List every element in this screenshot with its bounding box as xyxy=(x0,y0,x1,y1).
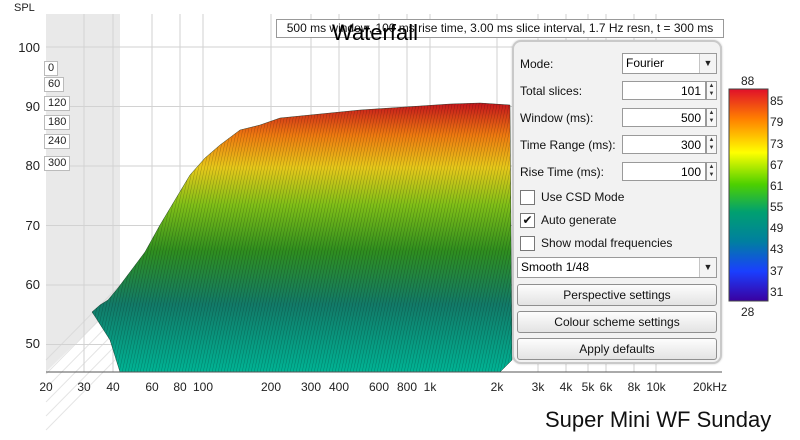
time-range-stepper[interactable]: ▲ ▼ xyxy=(706,135,717,154)
colorbar-tick: 79 xyxy=(770,115,784,129)
window-input[interactable]: 500 xyxy=(622,108,706,127)
x-tick: 60 xyxy=(145,380,159,394)
x-tick: 300 xyxy=(300,380,322,394)
mode-value: Fourier xyxy=(626,56,665,70)
x-tick: 80 xyxy=(173,380,187,394)
graph-title: Waterfall xyxy=(332,20,418,45)
mode-select[interactable]: Fourier ▼ xyxy=(622,53,717,74)
x-tick: 200 xyxy=(260,380,282,394)
colorbar-tick: 49 xyxy=(770,221,784,235)
y-tick: 50 xyxy=(25,336,40,351)
y-tick: 80 xyxy=(25,158,40,173)
y-tick: 100 xyxy=(18,40,40,55)
colorbar-tick: 85 xyxy=(770,94,784,108)
window-stepper[interactable]: ▲ ▼ xyxy=(706,108,717,127)
y-tick: 70 xyxy=(25,218,40,233)
x-tick: 400 xyxy=(328,380,350,394)
chevron-down-icon[interactable]: ▼ xyxy=(699,258,716,277)
x-tick: 10k xyxy=(646,380,666,394)
time-label: 180 xyxy=(44,115,71,130)
window-label: Window (ms): xyxy=(520,111,594,125)
slices-stepper[interactable]: ▲ ▼ xyxy=(706,81,717,100)
colorbar-tick: 55 xyxy=(770,200,784,214)
auto-generate-checkbox[interactable]: ✔ Auto generate xyxy=(520,212,617,229)
smoothing-value: Smooth 1/48 xyxy=(521,260,590,274)
rise-time-stepper[interactable]: ▲ ▼ xyxy=(706,162,717,181)
waterfall-ridges xyxy=(92,103,512,372)
x-tick: 6k xyxy=(599,380,613,394)
checkbox-box[interactable] xyxy=(520,190,535,206)
rise-time-label: Rise Time (ms): xyxy=(520,165,604,179)
x-tick: 3k xyxy=(531,380,545,394)
chevron-down-icon[interactable]: ▼ xyxy=(699,54,716,73)
x-tick: 2k xyxy=(490,380,504,394)
time-range-input[interactable]: 300 xyxy=(622,135,706,154)
time-label: 120 xyxy=(44,96,71,111)
x-tick: 100 xyxy=(192,380,214,394)
perspective-settings-button[interactable]: Perspective settings xyxy=(517,284,717,306)
x-tick: 5k xyxy=(581,380,595,394)
checkbox-box[interactable] xyxy=(520,236,535,252)
colorbar-tick: 73 xyxy=(770,137,784,151)
slices-input[interactable]: 101 xyxy=(622,81,706,100)
x-tick: 20 xyxy=(39,380,53,394)
waterfall-settings-panel: Mode: Fourier ▼ Total slices: 101 ▲ ▼ Win… xyxy=(512,40,722,364)
colorbar-tick: 31 xyxy=(770,285,784,299)
colorbar xyxy=(728,88,769,302)
colour-scheme-settings-button[interactable]: Colour scheme settings xyxy=(517,311,717,333)
measurement-name: Super Mini WF Sunday xyxy=(545,407,772,432)
y-axis-title: SPL xyxy=(14,2,35,14)
colorbar-tick: 37 xyxy=(770,264,784,278)
colorbar-tick: 67 xyxy=(770,158,784,172)
apply-defaults-button[interactable]: Apply defaults xyxy=(517,338,717,360)
smoothing-select[interactable]: Smooth 1/48 ▼ xyxy=(517,257,717,278)
slices-label: Total slices: xyxy=(520,84,583,98)
x-tick: 600 xyxy=(368,380,390,394)
time-range-label: Time Range (ms): xyxy=(520,138,616,152)
waterfall-info-banner: 500 ms window, 100 ms rise time, 3.00 ms… xyxy=(276,19,724,38)
x-tick: 1k xyxy=(423,380,437,394)
time-label: 60 xyxy=(44,77,65,92)
time-label: 240 xyxy=(44,134,71,149)
mode-label: Mode: xyxy=(520,57,554,71)
x-tick: 800 xyxy=(396,380,418,394)
colorbar-min-label: 28 xyxy=(741,305,755,319)
y-tick: 90 xyxy=(25,99,40,114)
time-label: 300 xyxy=(44,156,71,171)
csd-mode-label: Use CSD Mode xyxy=(541,190,625,204)
y-tick: 60 xyxy=(25,277,40,292)
x-tick: 4k xyxy=(559,380,573,394)
auto-generate-label: Auto generate xyxy=(541,213,617,227)
x-tick: 30 xyxy=(77,380,91,394)
modal-frequencies-checkbox[interactable]: Show modal frequencies xyxy=(520,235,673,252)
x-tick: 40 xyxy=(106,380,120,394)
x-tick: 8k xyxy=(627,380,641,394)
rise-time-input[interactable]: 100 xyxy=(622,162,706,181)
x-tick: 20kHz xyxy=(692,380,728,394)
colorbar-tick: 61 xyxy=(770,179,784,193)
csd-mode-checkbox[interactable]: Use CSD Mode xyxy=(520,189,625,206)
colorbar-max-label: 88 xyxy=(741,74,755,88)
modal-frequencies-label: Show modal frequencies xyxy=(541,236,673,250)
colorbar-tick: 43 xyxy=(770,242,784,256)
time-label: 0 xyxy=(44,61,59,76)
checkmark-icon[interactable]: ✔ xyxy=(520,213,535,229)
